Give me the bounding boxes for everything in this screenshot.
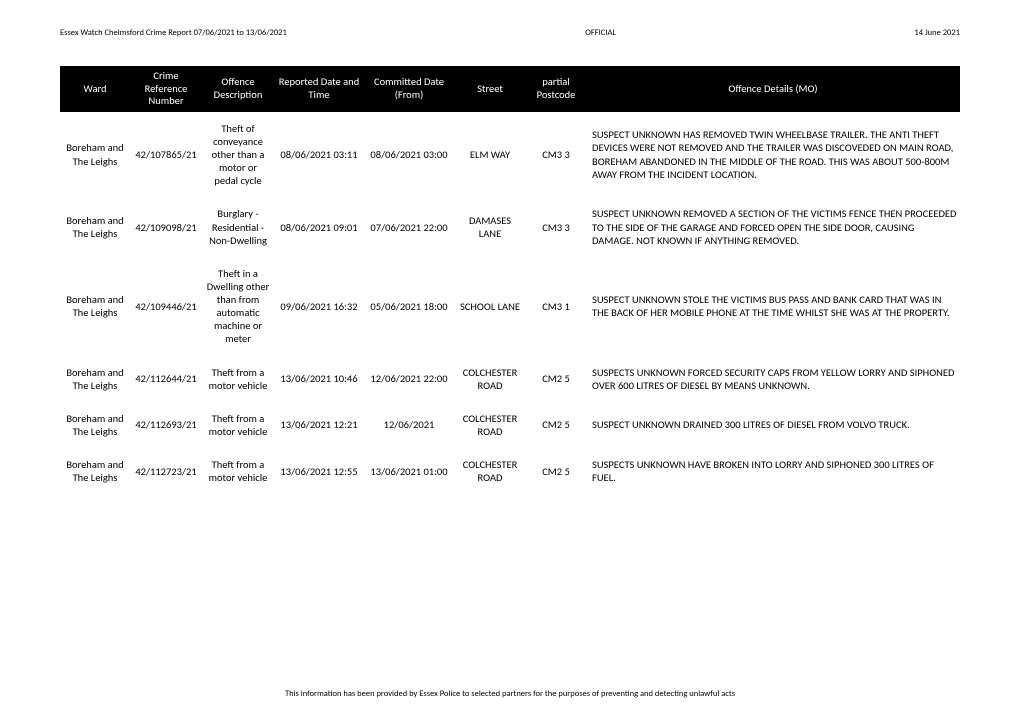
cell-mo: SUSPECT UNKNOWN DRAINED 300 LITRES OF DI… [586,402,960,448]
cell-desc: Theft from a motor vehicle [202,356,274,402]
crime-table: Ward Crime Reference Number Offence Desc… [60,66,960,494]
cell-desc: Theft from a motor vehicle [202,448,274,494]
cell-mo: SUSPECTS UNKNOWN FORCED SECURITY CAPS FR… [586,356,960,402]
cell-reported: 13/06/2021 12:21 [274,402,364,448]
page: Essex Watch Chelmsford Crime Report 07/0… [0,0,1020,494]
cell-mo: SUSPECTS UNKNOWN HAVE BROKEN INTO LORRY … [586,448,960,494]
table-row: Boreham and The Leighs42/112693/21Theft … [60,402,960,448]
cell-desc: Theft in a Dwelling other than from auto… [202,257,274,356]
table-row: Boreham and The Leighs42/107865/21Theft … [60,112,960,198]
cell-street: COLCHESTER ROAD [454,448,526,494]
cell-reported: 13/06/2021 10:46 [274,356,364,402]
header-title-right: 14 June 2021 [914,28,960,38]
table-header: Ward Crime Reference Number Offence Desc… [60,66,960,112]
cell-committed: 12/06/2021 22:00 [364,356,454,402]
cell-desc: Theft from a motor vehicle [202,402,274,448]
col-desc: Offence Description [202,66,274,112]
cell-ref: 42/112693/21 [130,402,202,448]
cell-ward: Boreham and The Leighs [60,402,130,448]
footer-text: This information has been provided by Es… [285,689,735,699]
header-title-center: OFFICIAL [585,28,616,38]
cell-desc: Theft of conveyance other than a motor o… [202,112,274,198]
cell-mo: SUSPECT UNKNOWN REMOVED A SECTION OF THE… [586,197,960,256]
cell-ref: 42/109446/21 [130,257,202,356]
page-footer: This information has been provided by Es… [0,689,1020,699]
table-row: Boreham and The Leighs42/112644/21Theft … [60,356,960,402]
cell-postcode: CM3 1 [526,257,586,356]
cell-ward: Boreham and The Leighs [60,112,130,198]
cell-ref: 42/112644/21 [130,356,202,402]
cell-postcode: CM3 3 [526,197,586,256]
cell-ward: Boreham and The Leighs [60,448,130,494]
col-postcode: partial Postcode [526,66,586,112]
col-street: Street [454,66,526,112]
cell-mo: SUSPECT UNKNOWN HAS REMOVED TWIN WHEELBA… [586,112,960,198]
col-ward: Ward [60,66,130,112]
cell-committed: 12/06/2021 [364,402,454,448]
cell-committed: 08/06/2021 03:00 [364,112,454,198]
table-row: Boreham and The Leighs42/109446/21Theft … [60,257,960,356]
cell-postcode: CM2 5 [526,448,586,494]
col-reported: Reported Date and Time [274,66,364,112]
header-title-left: Essex Watch Chelmsford Crime Report 07/0… [60,28,287,38]
cell-street: COLCHESTER ROAD [454,356,526,402]
cell-street: COLCHESTER ROAD [454,402,526,448]
cell-reported: 08/06/2021 03:11 [274,112,364,198]
cell-desc: Burglary - Residential - Non-Dwelling [202,197,274,256]
cell-mo: SUSPECT UNKNOWN STOLE THE VICTIMS BUS PA… [586,257,960,356]
cell-ward: Boreham and The Leighs [60,257,130,356]
cell-committed: 05/06/2021 18:00 [364,257,454,356]
cell-street: ELM WAY [454,112,526,198]
table-row: Boreham and The Leighs42/109098/21Burgla… [60,197,960,256]
col-ref: Crime Reference Number [130,66,202,112]
col-committed: Committed Date (From) [364,66,454,112]
cell-reported: 08/06/2021 09:01 [274,197,364,256]
table-row: Boreham and The Leighs42/112723/21Theft … [60,448,960,494]
cell-postcode: CM2 5 [526,402,586,448]
cell-ward: Boreham and The Leighs [60,197,130,256]
cell-postcode: CM3 3 [526,112,586,198]
cell-ref: 42/109098/21 [130,197,202,256]
cell-committed: 13/06/2021 01:00 [364,448,454,494]
cell-street: SCHOOL LANE [454,257,526,356]
table-body: Boreham and The Leighs42/107865/21Theft … [60,112,960,495]
cell-ward: Boreham and The Leighs [60,356,130,402]
cell-ref: 42/107865/21 [130,112,202,198]
cell-postcode: CM2 5 [526,356,586,402]
cell-reported: 09/06/2021 16:32 [274,257,364,356]
col-mo: Offence Details (MO) [586,66,960,112]
cell-ref: 42/112723/21 [130,448,202,494]
page-header: Essex Watch Chelmsford Crime Report 07/0… [60,28,960,38]
cell-reported: 13/06/2021 12:55 [274,448,364,494]
cell-committed: 07/06/2021 22:00 [364,197,454,256]
cell-street: DAMASES LANE [454,197,526,256]
